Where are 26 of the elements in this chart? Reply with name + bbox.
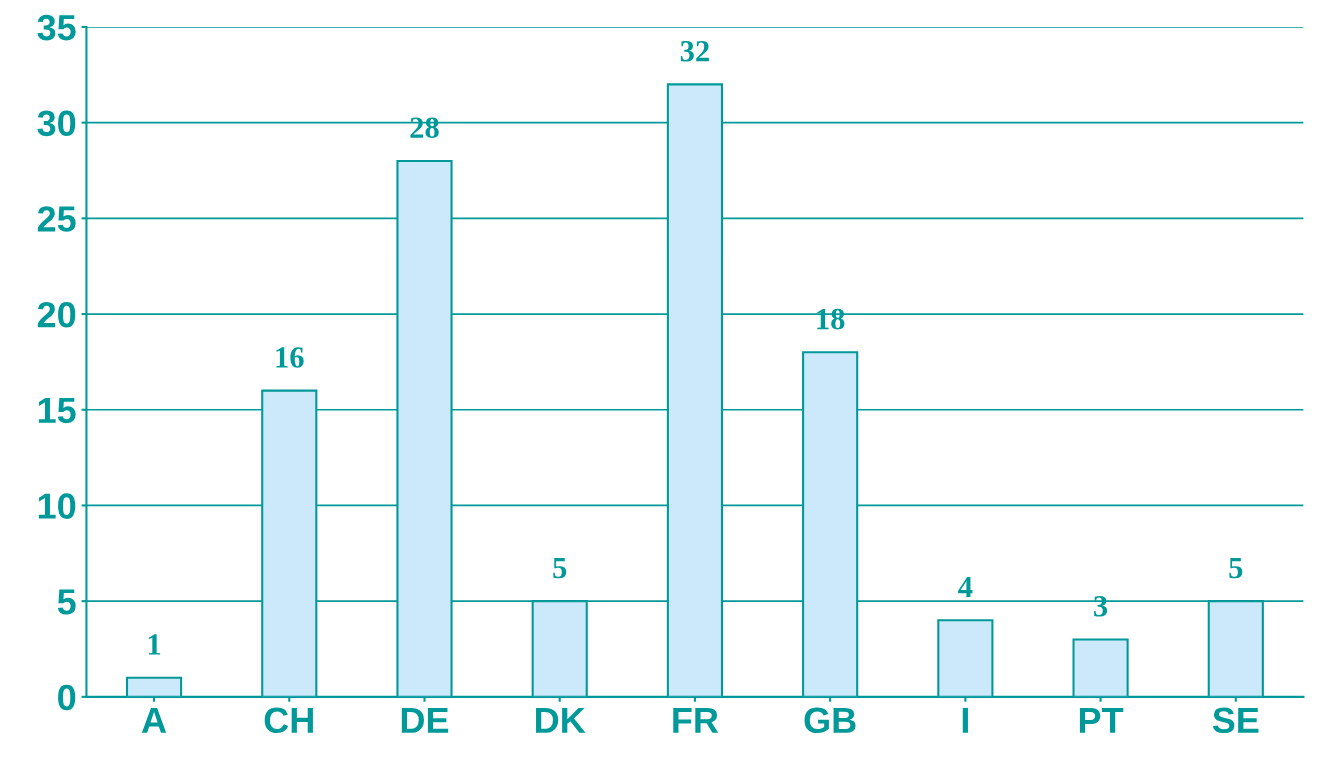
x-tick-label: SE [1212,707,1259,734]
data-label: 32 [680,40,709,62]
y-tick-label: 35 [37,14,76,41]
x-tick-label: I [962,707,968,733]
y-tick-label: 0 [58,684,76,711]
data-label: 5 [553,557,567,579]
y-tick-label: 10 [38,493,76,519]
x-tick-label: DK [536,707,586,733]
x-tick-label: GB [804,707,856,734]
data-label: 18 [817,308,845,330]
x-tick-label: DE [401,707,449,733]
data-label: 1 [148,634,161,655]
data-label: 4 [958,577,973,598]
y-tick-label: 20 [37,301,76,328]
data-label: 5 [1229,557,1243,579]
x-tick-label: PT [1079,707,1124,733]
x-tick-label: CH [264,707,313,734]
data-label: 28 [410,117,439,139]
x-tick-label: A [141,707,167,733]
data-label: 16 [276,347,304,368]
y-tick-label: 30 [37,110,76,137]
x-tick-label: FR [673,707,719,733]
y-tick-label: 25 [37,206,76,232]
data-label: 3 [1094,596,1108,617]
y-tick-label: 15 [38,397,76,424]
y-tick-label: 5 [57,589,76,615]
